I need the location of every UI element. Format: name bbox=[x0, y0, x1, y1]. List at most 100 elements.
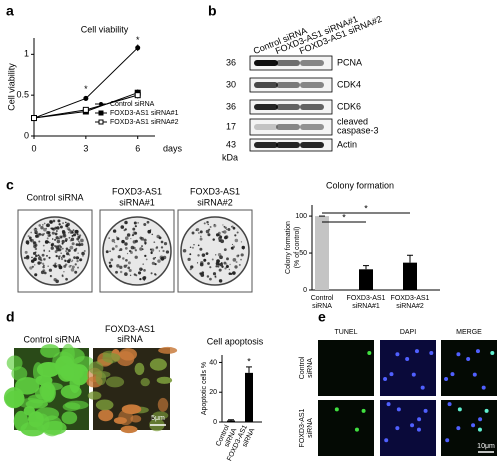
colony bbox=[139, 278, 142, 281]
colony bbox=[58, 257, 61, 260]
marker bbox=[134, 92, 141, 99]
colony bbox=[58, 238, 60, 240]
colony bbox=[127, 261, 131, 265]
nucleus bbox=[456, 352, 461, 357]
colony bbox=[152, 257, 156, 260]
colony bbox=[54, 245, 57, 247]
colony bbox=[134, 249, 137, 252]
colony bbox=[133, 273, 136, 276]
colony bbox=[154, 256, 156, 259]
colony bbox=[61, 229, 66, 234]
nucleus bbox=[386, 402, 391, 407]
colony bbox=[76, 237, 80, 241]
y-tick-label: 100 bbox=[295, 213, 307, 220]
colony bbox=[35, 234, 39, 238]
dish-label: Control siRNA bbox=[26, 192, 83, 202]
colony bbox=[77, 252, 79, 254]
blot-band bbox=[276, 142, 300, 148]
annotation: * bbox=[247, 356, 251, 366]
colony bbox=[48, 268, 52, 272]
colony bbox=[199, 247, 203, 251]
bar bbox=[227, 420, 235, 422]
colony bbox=[133, 221, 137, 225]
colony bbox=[224, 226, 227, 229]
colony bbox=[165, 250, 170, 254]
molecular-weight: 43 bbox=[226, 139, 236, 149]
colony bbox=[151, 261, 155, 265]
colony bbox=[81, 251, 85, 256]
colony bbox=[160, 240, 164, 244]
colony bbox=[231, 243, 234, 246]
colony bbox=[137, 271, 142, 275]
colony bbox=[232, 271, 236, 275]
colony bbox=[126, 233, 131, 237]
colony bbox=[143, 279, 146, 282]
y-axis-label: (% of control) bbox=[294, 227, 301, 269]
colony bbox=[58, 264, 62, 267]
colony bbox=[83, 250, 86, 252]
colony bbox=[230, 272, 233, 275]
colony bbox=[80, 243, 84, 246]
colony bbox=[60, 252, 62, 254]
colony bbox=[190, 265, 194, 269]
colony bbox=[132, 227, 136, 231]
scale-label: 5μm bbox=[151, 415, 165, 422]
colony bbox=[145, 258, 148, 261]
colony bbox=[75, 256, 79, 260]
colony bbox=[226, 263, 228, 265]
colony bbox=[36, 232, 38, 235]
legend-marker bbox=[98, 110, 104, 116]
colony bbox=[132, 240, 137, 244]
colony bbox=[65, 249, 68, 253]
colony bbox=[71, 265, 75, 269]
colony bbox=[30, 238, 35, 243]
colony bbox=[60, 257, 64, 261]
colony bbox=[67, 248, 71, 252]
protein-label: CDK4 bbox=[337, 79, 361, 89]
colony bbox=[209, 226, 212, 228]
row-label: FOXD3-AS1siRNA bbox=[299, 408, 314, 447]
colony bbox=[219, 262, 223, 267]
colony bbox=[105, 250, 109, 254]
colony bbox=[73, 233, 77, 237]
colony bbox=[240, 253, 244, 257]
colony bbox=[133, 246, 136, 250]
colony bbox=[111, 247, 115, 251]
colony bbox=[43, 250, 45, 253]
colony bbox=[55, 279, 59, 284]
colony bbox=[195, 227, 200, 232]
colony bbox=[82, 255, 84, 257]
cell bbox=[13, 410, 29, 432]
colony bbox=[160, 256, 165, 261]
colony bbox=[134, 225, 137, 228]
y-axis-label: Colony formation bbox=[285, 221, 292, 274]
colony bbox=[76, 259, 79, 263]
nucleus bbox=[405, 357, 410, 362]
colony bbox=[121, 239, 125, 244]
colony bbox=[214, 275, 217, 278]
colony bbox=[139, 247, 143, 251]
colony bbox=[234, 238, 239, 243]
colony bbox=[222, 224, 224, 226]
colony bbox=[193, 244, 195, 246]
y-tick-label: 40 bbox=[209, 359, 217, 366]
colony bbox=[143, 269, 146, 272]
colony bbox=[65, 277, 68, 281]
colony bbox=[228, 268, 231, 271]
x-axis-label: days bbox=[163, 143, 183, 153]
colony bbox=[143, 223, 147, 227]
colony bbox=[25, 255, 30, 260]
colony bbox=[55, 230, 58, 232]
micrograph bbox=[380, 340, 436, 396]
colony bbox=[33, 227, 38, 232]
colony bbox=[50, 243, 54, 247]
colony bbox=[34, 232, 37, 234]
colony bbox=[230, 226, 233, 228]
colony bbox=[142, 248, 144, 250]
bar bbox=[315, 216, 329, 290]
colony bbox=[140, 237, 144, 241]
colony bbox=[209, 277, 212, 281]
colony bbox=[201, 271, 205, 275]
colony bbox=[182, 248, 187, 253]
